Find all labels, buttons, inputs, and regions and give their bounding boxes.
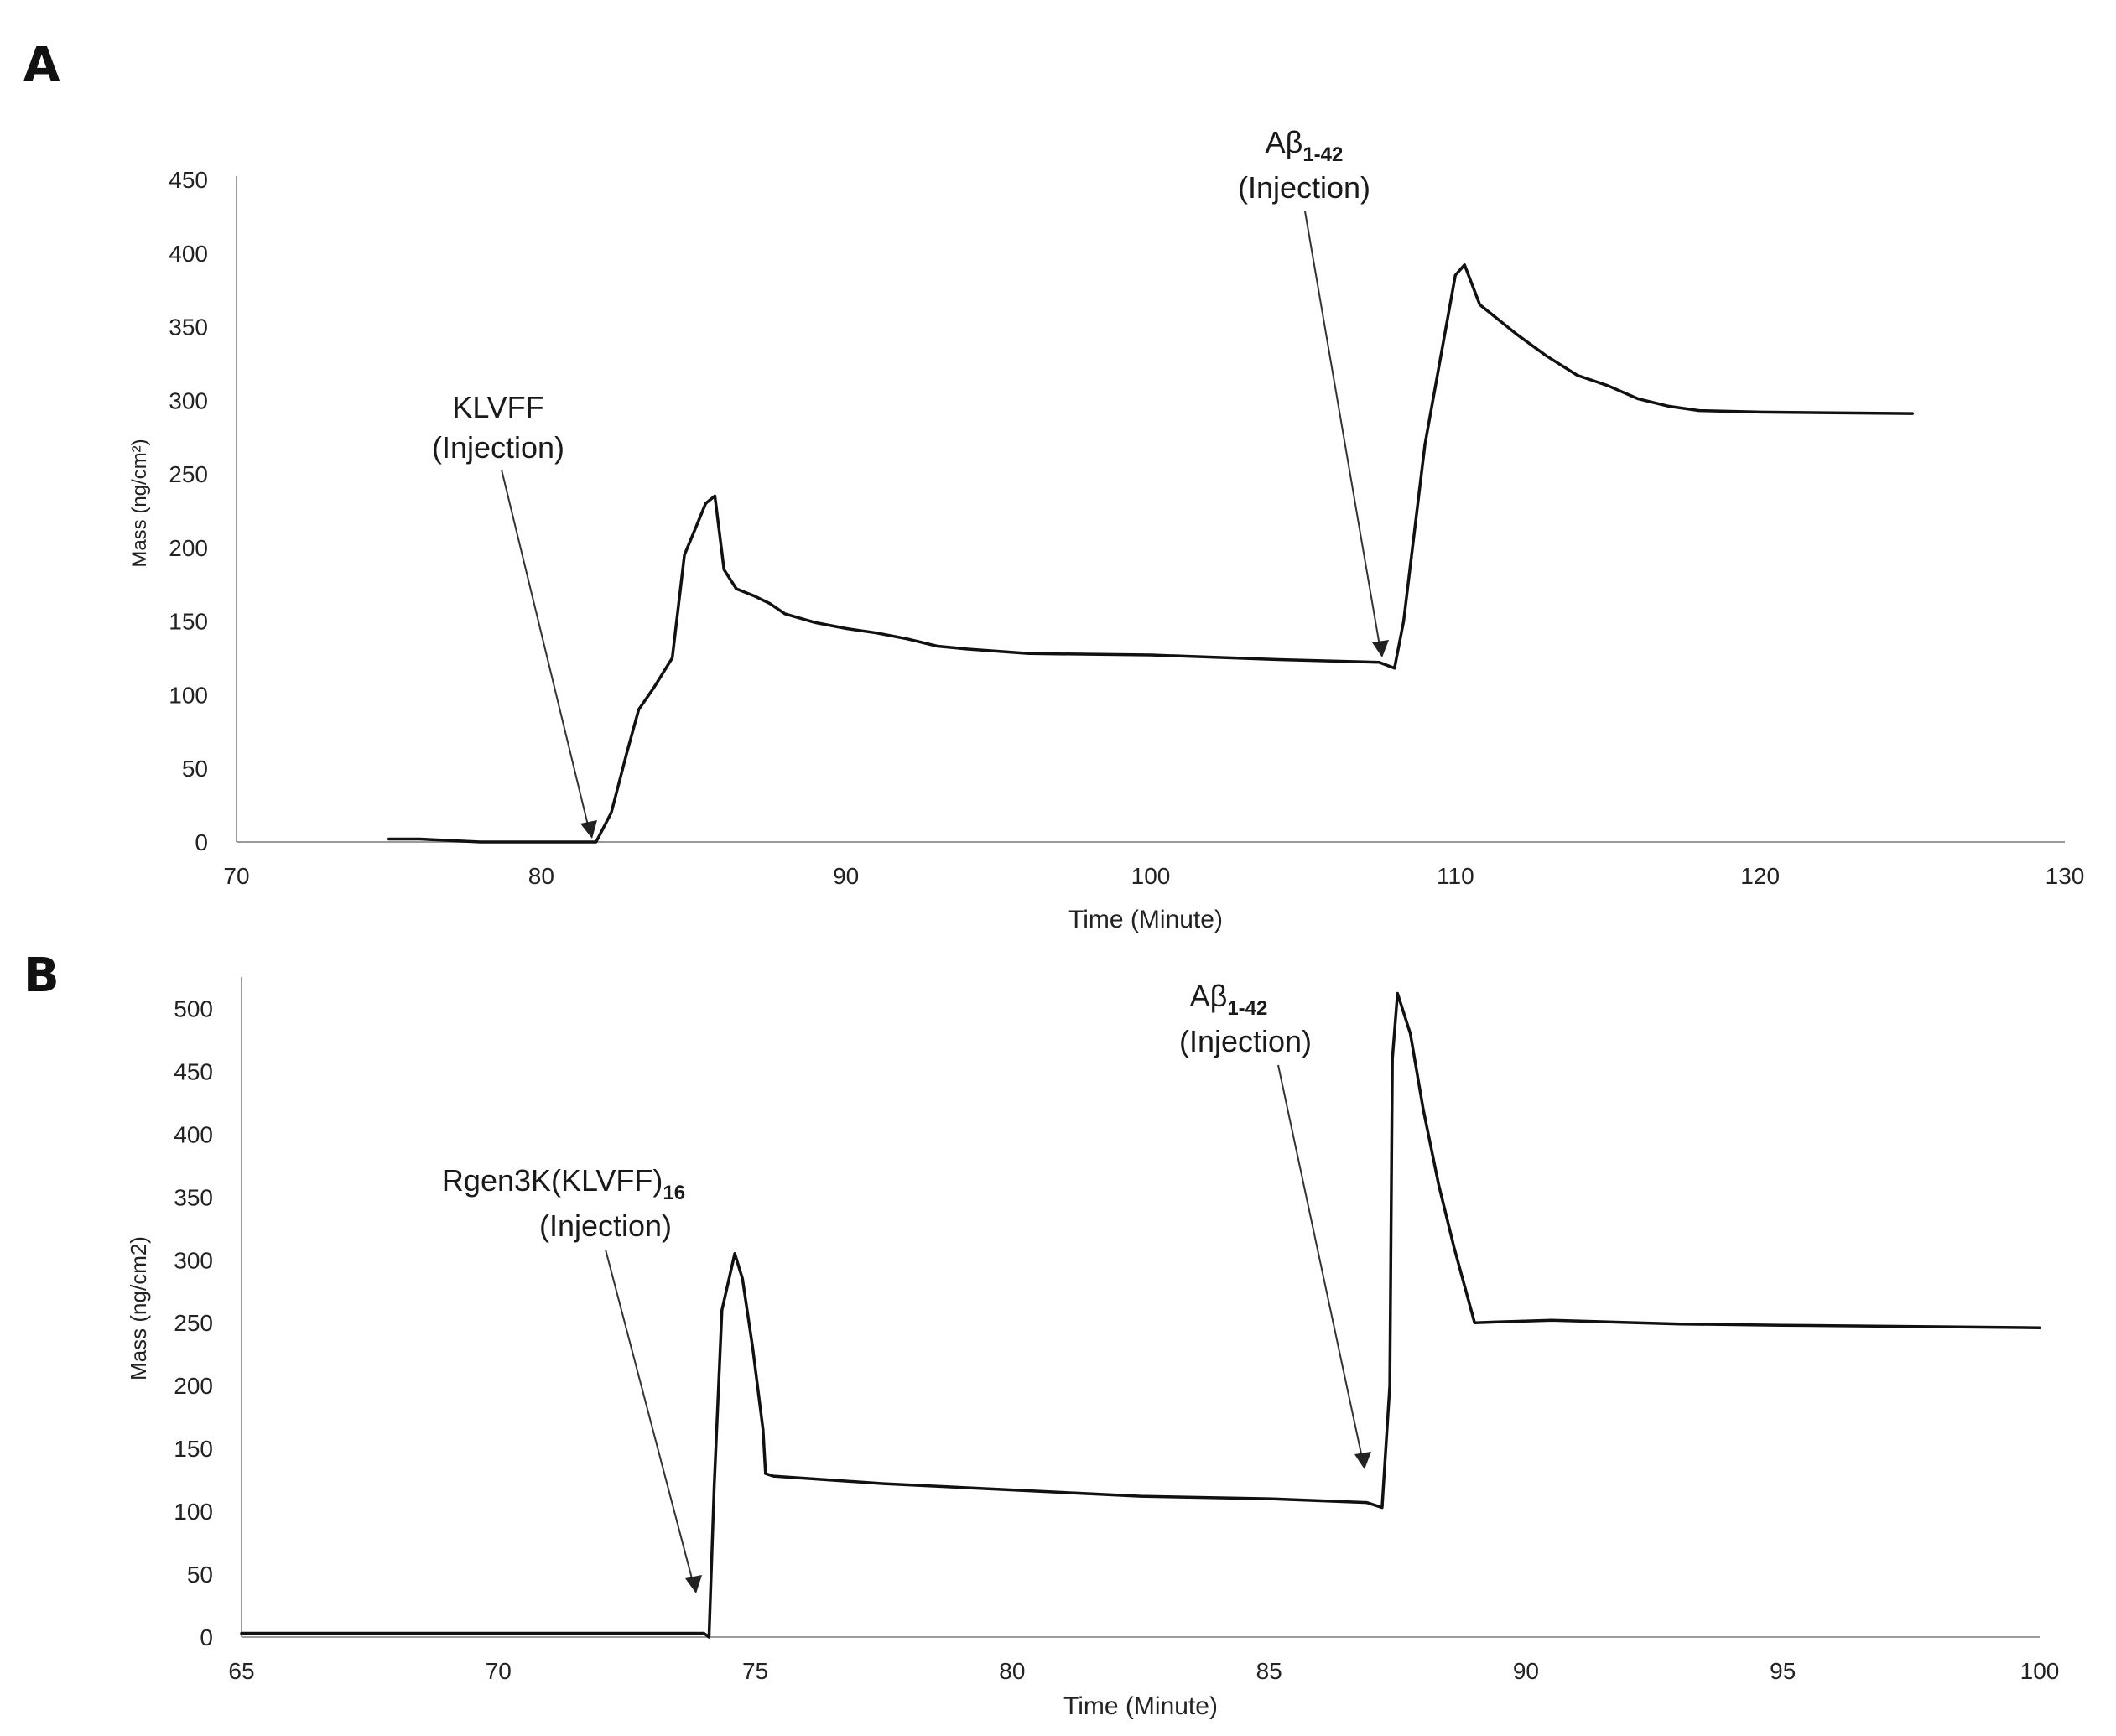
panel-a-y-tick-label: 400	[169, 241, 208, 267]
panel-b-y-tick-label: 0	[200, 1624, 213, 1650]
panel-b-x-tick-label: 90	[1513, 1658, 1539, 1684]
panel-a-y-tick-label: 350	[169, 314, 208, 340]
panel-b-y-tick-label: 350	[174, 1184, 213, 1210]
panel-a-x-ticks: 70 80 90 100 110 120 130	[223, 863, 2084, 889]
panel-b-x-tick-label: 75	[742, 1658, 768, 1684]
panel-b-y-tick-label: 50	[187, 1562, 213, 1588]
panel-b-series-line	[240, 991, 2041, 1639]
panel-b-y-ticks: 0 50 100 150 200 250 300 350 400 450 500	[174, 995, 213, 1650]
panel-a-y-tick-label: 300	[169, 387, 208, 413]
panel-b: B 0 50 100 150 200 250 300 350 400 450 500 65 70 75 8…	[23, 949, 2059, 1720]
panel-b-rgen-arrowhead	[685, 1575, 702, 1593]
panel-a-y-ticks: 0 50 100 150 200 250 300 350 400 450	[169, 167, 208, 855]
panel-a: A 0 50 100 150 200 250 300 350 400 450 70 80 90 100 1…	[23, 38, 2084, 933]
panel-b-abeta-label: Aβ1-42	[1190, 979, 1268, 1020]
panel-b-y-tick-label: 200	[174, 1373, 213, 1399]
panel-a-series-line	[387, 263, 1915, 844]
panel-a-abeta-arrow	[1304, 211, 1380, 647]
panel-b-y-tick-label: 300	[174, 1247, 213, 1273]
panel-a-y-tick-label: 0	[195, 829, 208, 855]
panel-letter-a: A	[23, 38, 60, 92]
panel-b-y-tick-label: 400	[174, 1121, 213, 1147]
panel-letter-b: B	[23, 949, 60, 1003]
panel-b-rgen-arrow	[605, 1249, 694, 1583]
panel-a-y-tick-label: 100	[169, 682, 208, 708]
panel-b-x-tick-label: 80	[999, 1658, 1025, 1684]
panel-a-abeta-label: Aβ1-42	[1266, 125, 1344, 166]
panel-b-x-tick-label: 95	[1770, 1658, 1796, 1684]
panel-a-abeta-arrowhead	[1372, 640, 1389, 657]
panel-b-x-tick-label: 85	[1256, 1658, 1282, 1684]
panel-a-y-tick-label: 250	[169, 461, 208, 487]
panel-b-y-tick-label: 150	[174, 1436, 213, 1462]
panel-a-x-tick-label: 110	[1437, 863, 1474, 889]
panel-b-x-tick-label: 100	[2020, 1658, 2060, 1684]
panel-a-klvff-injection-label: (Injection)	[432, 430, 564, 465]
panel-a-x-tick-label: 100	[1131, 863, 1171, 889]
panel-b-x-ticks: 65 70 75 80 85 90 95 100	[228, 1658, 2059, 1684]
panel-a-klvff-arrow	[501, 469, 590, 829]
panel-b-abeta-arrowhead	[1354, 1452, 1371, 1469]
panel-b-x-axis-label: Time (Minute)	[1063, 1692, 1218, 1720]
panel-b-x-tick-label: 65	[228, 1658, 254, 1684]
panel-a-x-tick-label: 90	[833, 863, 859, 889]
panel-b-rgen-injection-label: (Injection)	[539, 1208, 672, 1243]
panel-a-y-tick-label: 150	[169, 609, 208, 635]
panel-a-x-tick-label: 70	[223, 863, 249, 889]
panel-a-y-tick-label: 200	[169, 535, 208, 561]
panel-b-abeta-injection-label: (Injection)	[1179, 1024, 1312, 1058]
panel-a-y-tick-label: 50	[182, 756, 208, 782]
panel-b-y-axis-label: Mass (ng/cm2)	[126, 1236, 151, 1380]
panel-b-x-tick-label: 70	[486, 1658, 512, 1684]
panel-b-rgen-label: Rgen3K(KLVFF)16	[442, 1163, 685, 1204]
panel-a-x-tick-label: 120	[1740, 863, 1780, 889]
panel-a-klvff-label: KLVFF	[452, 390, 543, 424]
panel-b-y-tick-label: 100	[174, 1499, 213, 1525]
panel-b-y-tick-label: 450	[174, 1058, 213, 1084]
panel-a-abeta-injection-label: (Injection)	[1238, 170, 1370, 205]
panel-a-x-axis-label: Time (Minute)	[1068, 906, 1223, 933]
panel-b-abeta-arrow	[1277, 1064, 1363, 1458]
panel-a-y-axis-label: Mass (ng/cm²)	[128, 439, 151, 567]
panel-b-y-tick-label: 500	[174, 995, 213, 1021]
panel-a-y-tick-label: 450	[169, 167, 208, 193]
panel-a-x-tick-label: 130	[2046, 863, 2085, 889]
panel-b-y-tick-label: 250	[174, 1310, 213, 1336]
panel-a-klvff-arrowhead	[580, 820, 597, 839]
panel-a-x-tick-label: 80	[528, 863, 554, 889]
